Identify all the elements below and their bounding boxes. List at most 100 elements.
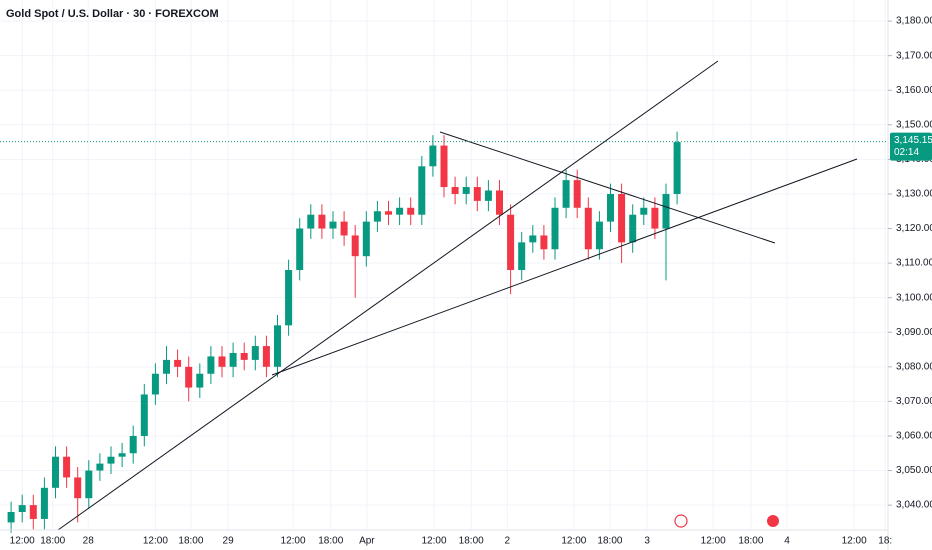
x-tick-label: 28 [83,536,95,547]
event-icons [674,514,779,528]
candle-body [662,193,670,229]
candle-body [562,180,570,208]
candle-body [607,193,614,222]
candle-body [484,190,492,201]
candle-body [507,214,515,271]
trend-lines [57,60,858,531]
chart-title: Gold Spot / U.S. Dollar · 30 · FOREXCOM [6,8,219,20]
candle-body [496,190,503,215]
grid [0,0,888,530]
candle-body [251,346,259,360]
x-tick-label: 12:00 [143,536,168,547]
x-tick-label: 12:00 [421,536,446,547]
candle-body [385,211,392,215]
candle-body [540,235,548,250]
candle-body [451,187,459,194]
candle-body [473,187,481,201]
y-tick-label: 3,060.00 [896,431,932,442]
candle-body [29,505,37,519]
x-tick-label: 18:00 [459,536,484,547]
candle-body [185,366,193,388]
y-tick-label: 3,090.00 [896,327,932,338]
candle-body [285,270,293,326]
x-tick-label: 3 [644,536,650,547]
trend-line [439,131,776,244]
y-tick-label: 3,050.00 [896,465,932,476]
candle-body [351,235,359,257]
x-tick-label: 18:00 [178,536,203,547]
y-tick-label: 3,100.00 [896,292,932,303]
candle-body [7,512,15,523]
candle-body [440,145,448,188]
y-tick-label: 3,180.00 [896,16,932,27]
candle-body [40,487,48,519]
candle-body [229,352,237,367]
candle-body [240,352,248,360]
candle-body [595,221,603,250]
candle-body [196,373,204,388]
y-tick-label: 3,120.00 [896,223,932,234]
x-tick-label: 12:00 [281,536,306,547]
candle-body [340,221,348,236]
candle-body [207,356,215,374]
y-tick-label: 3,160.00 [896,85,932,96]
candle-body [218,356,226,367]
candle-body [140,394,148,436]
x-tick-label: 18:00 [318,536,343,547]
candle-body [107,456,115,464]
candle-body [462,187,470,194]
candle-body [584,207,592,250]
candle-body [96,463,104,471]
x-tick-label: 18:00 [738,536,763,547]
x-tick-label: 18:00 [40,536,65,547]
candle-body [174,359,182,367]
candle-body [407,207,415,215]
x-tick-label: 12:00 [561,536,586,547]
candle-body [329,221,337,229]
candle-body [318,214,326,229]
y-tick-label: 3,080.00 [896,361,932,372]
candle-body [63,456,71,478]
candle-body [307,214,315,229]
candle-body [296,228,304,271]
trend-line [57,60,719,531]
candle-body [74,477,82,499]
candle-body [151,373,159,395]
x-tick-label: 18: [878,536,892,547]
x-tick-label: 29 [223,536,235,547]
y-tick-label: 3,110.00 [896,258,932,269]
y-tick-label: 3,040.00 [896,500,932,511]
candle-body [373,211,381,222]
candle-body [673,142,681,194]
candle-body [396,207,404,215]
x-tick-label: 12:00 [701,536,726,547]
y-tick-label: 3,130.00 [896,189,932,200]
candle-body [429,145,437,167]
candle-body [518,242,526,271]
candle-body [362,221,370,257]
x-tick-label: 2 [504,536,510,547]
candle-body [651,207,659,229]
x-tick-label: Apr [359,536,375,547]
candle-body [163,359,170,374]
candle-body [551,207,559,250]
x-tick-label: 18:00 [597,536,622,547]
candle-body [418,166,426,215]
trend-line [271,158,858,376]
x-tick-label: 12:00 [842,536,867,547]
x-tick-label: 4 [784,536,790,547]
candle-body [618,193,626,243]
candle-body [129,435,137,454]
candle-body [573,180,581,208]
candle-body [640,207,648,215]
candle-body [529,235,537,243]
candle-body [262,346,270,367]
candle-body [118,453,126,457]
candle-body [629,214,637,243]
x-tick-label: 12:00 [10,536,35,547]
last-price-label: 3,145.15 [894,135,932,146]
event-icon [767,515,779,527]
last-price-box [890,132,932,161]
y-tick-label: 3,170.00 [896,50,932,61]
